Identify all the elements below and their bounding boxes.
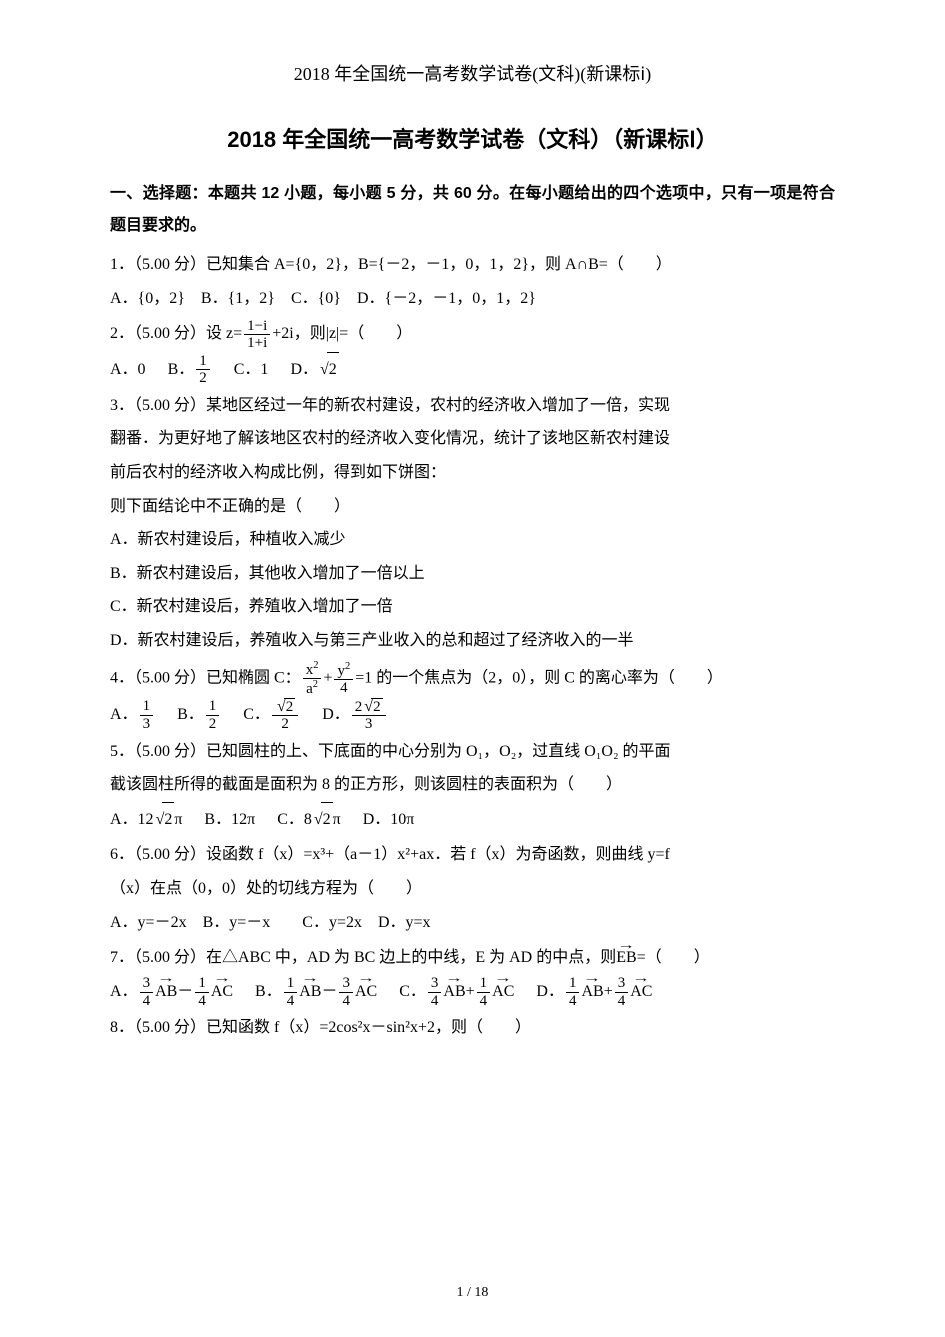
q2-stem-post: +2i，则|z|=（ ） (272, 325, 412, 342)
doc-title: 2018 年全国统一高考数学试卷（文科）（新课标Ⅰ） (110, 122, 835, 154)
q2-optD-pre: D． (290, 361, 318, 378)
q8-stem: 8．（5.00 分）已知函数 f（x）=2cos²x－sin²x+2，则（ ） (110, 1011, 835, 1045)
q3-line3: 前后农村的经济收入构成比例，得到如下饼图： (110, 456, 835, 490)
q7-options: A．34AB－14AC B．14AB－34AC C．34AB+14AC D．14… (110, 975, 835, 1009)
q2-stem: 2．（5.00 分）设 z=1−i1+i+2i，则|z|=（ ） (110, 317, 835, 351)
q5-options: A．122π B．12π C．82π D．10π (110, 802, 835, 837)
q2-optC: C．1 (234, 361, 269, 378)
q4-stem-pre: 4．（5.00 分）已知椭圆 C： (110, 669, 301, 686)
q3-line4: 则下面结论中不正确的是（ ） (110, 490, 835, 524)
q4-plus: + (323, 669, 332, 686)
q2-options: A．0 B．12 C．1 D．2 (110, 352, 835, 387)
q4-stem-post: =1 的一个焦点为（2，0），则 C 的离心率为（ ） (355, 669, 723, 686)
q3-optC: C．新农村建设后，养殖收入增加了一倍 (110, 590, 835, 624)
q3-line1: 3．（5.00 分）某地区经过一年的新农村建设，农村的经济收入增加了一倍，实现 (110, 389, 835, 423)
page-content: 2018 年全国统一高考数学试卷(文科)(新课标ⅰ) 2018 年全国统一高考数… (0, 0, 945, 1085)
q2-optB-frac: 12 (196, 353, 210, 387)
section-heading: 一、选择题：本题共 12 小题，每小题 5 分，共 60 分。在每小题给出的四个… (110, 178, 835, 242)
q2-optB-pre: B． (168, 361, 195, 378)
q3-optB: B．新农村建设后，其他收入增加了一倍以上 (110, 557, 835, 591)
q3-line2: 翻番．为更好地了解该地区农村的经济收入变化情况，统计了该地区新农村建设 (110, 422, 835, 456)
q6-line1: 6．（5.00 分）设函数 f（x）=x³+（a－1）x²+ax．若 f（x）为… (110, 838, 835, 872)
q2-optA: A．0 (110, 361, 146, 378)
q3-optA: A．新农村建设后，种植收入减少 (110, 523, 835, 557)
q3-optD: D．新农村建设后，养殖收入与第三产业收入的总和超过了经济收入的一半 (110, 624, 835, 658)
q5-line1: 5．（5.00 分）已知圆柱的上、下底面的中心分别为 O₁，O₂，过直线 O₁O… (110, 735, 835, 769)
q6-options: A．y=－2x B．y=－x C．y=2x D．y=x (110, 906, 835, 940)
q4-term1: x2a2 (303, 660, 322, 698)
q2-stem-pre: 2．（5.00 分）设 z= (110, 325, 242, 342)
q1-stem: 1．（5.00 分）已知集合 A={0，2}，B={－2，－1，0，1，2}，则… (110, 248, 835, 282)
q6-line2: （x）在点（0，0）处的切线方程为（ ） (110, 872, 835, 906)
q2-optD-sqrt: 2 (318, 352, 339, 387)
q1-options: A．{0，2} B．{1，2} C．{0} D．{－2，－1，0，1，2} (110, 282, 835, 316)
q4-options: A．13 B．12 C．22 D．223 (110, 698, 835, 733)
doc-header: 2018 年全国统一高考数学试卷(文科)(新课标ⅰ) (110, 60, 835, 86)
q4-stem: 4．（5.00 分）已知椭圆 C：x2a2+y24=1 的一个焦点为（2，0），… (110, 660, 835, 698)
q4-term2: y24 (334, 661, 353, 697)
page-number: 1 / 18 (0, 1285, 945, 1301)
q2-frac: 1−i1+i (244, 318, 270, 352)
q5-line2: 截该圆柱所得的截面是面积为 8 的正方形，则该圆柱的表面积为（ ） (110, 768, 835, 802)
